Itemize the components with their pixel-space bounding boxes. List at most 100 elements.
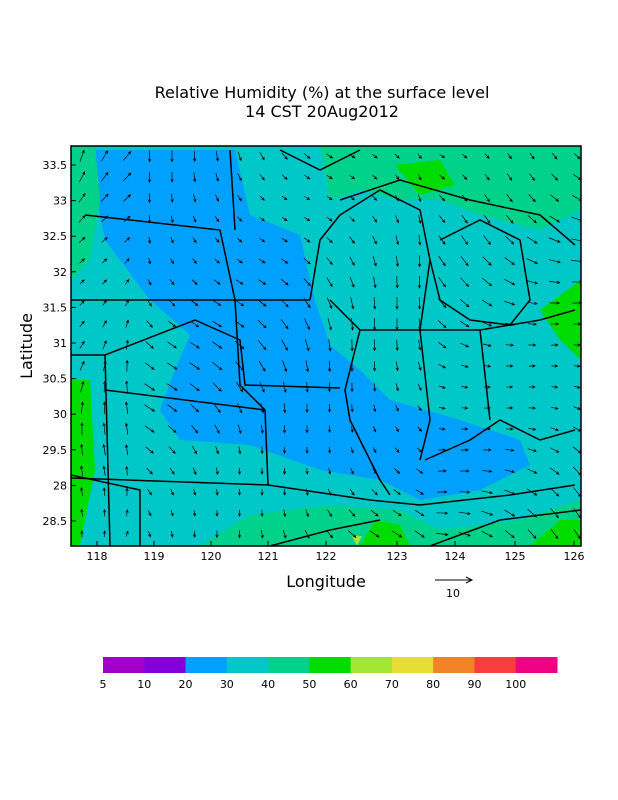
wind-arrow bbox=[504, 469, 516, 474]
wind-arrow bbox=[483, 448, 492, 452]
wind-arrow bbox=[80, 443, 84, 456]
wind-arrow bbox=[101, 150, 108, 162]
wind-arrow bbox=[214, 258, 221, 264]
wind-arrow bbox=[215, 509, 219, 517]
wind-arrow bbox=[215, 150, 220, 162]
wind-arrow bbox=[461, 427, 469, 431]
wind-arrow bbox=[395, 339, 399, 352]
wind-arrow bbox=[506, 364, 514, 368]
wind-arrow bbox=[260, 530, 264, 539]
wind-arrow bbox=[237, 173, 242, 182]
wind-arrow bbox=[146, 467, 153, 475]
wind-arrow bbox=[573, 343, 581, 347]
wind-arrow bbox=[170, 193, 174, 203]
wind-arrow bbox=[235, 279, 244, 285]
wind-arrow bbox=[394, 194, 400, 202]
wind-arrow bbox=[349, 216, 355, 223]
wind-arrow bbox=[373, 382, 377, 392]
wind-arrow bbox=[349, 236, 355, 244]
wind-arrow bbox=[80, 422, 84, 435]
wind-arrow bbox=[190, 300, 199, 307]
wind-arrow bbox=[259, 151, 265, 161]
wind-arrow bbox=[102, 487, 106, 497]
wind-arrow bbox=[395, 215, 400, 224]
wind-arrow bbox=[125, 444, 129, 456]
wind-arrow bbox=[417, 255, 422, 268]
wind-arrow bbox=[282, 446, 287, 455]
y-tick-label: 28.5 bbox=[43, 515, 68, 528]
wind-arrow bbox=[527, 508, 538, 518]
y-tick-label: 33.5 bbox=[43, 159, 68, 172]
wind-arrow bbox=[327, 509, 332, 518]
wind-arrow bbox=[551, 406, 559, 410]
wind-arrow bbox=[260, 446, 264, 455]
wind-arrow bbox=[550, 447, 560, 453]
wind-arrow bbox=[102, 508, 107, 517]
wind-arrow bbox=[257, 299, 267, 307]
wind-arrow bbox=[101, 258, 108, 264]
wind-arrow bbox=[79, 149, 85, 162]
wind-arrow bbox=[170, 258, 174, 265]
wind-arrow bbox=[350, 382, 354, 393]
wind-arrow bbox=[371, 488, 378, 496]
wind-arrow bbox=[528, 406, 537, 410]
wind-arrow bbox=[102, 320, 107, 328]
field-yellowgreen bbox=[352, 536, 362, 546]
wind-arrow bbox=[235, 361, 245, 372]
wind-arrow bbox=[145, 341, 154, 349]
wind-arrow bbox=[438, 406, 446, 410]
wind-arrow bbox=[550, 487, 560, 497]
colorbar-swatch bbox=[391, 657, 434, 673]
wind-arrow bbox=[260, 424, 264, 434]
wind-arrow bbox=[214, 424, 220, 434]
wind-arrow bbox=[282, 488, 287, 496]
x-tick-label: 118 bbox=[87, 550, 108, 563]
wind-arrow bbox=[167, 404, 178, 412]
wind-arrow bbox=[551, 385, 559, 389]
wind-arrow bbox=[460, 448, 469, 452]
wind-arrow bbox=[303, 298, 311, 309]
wind-arrow bbox=[505, 448, 515, 452]
wind-arrow bbox=[212, 320, 223, 328]
wind-arrow bbox=[549, 215, 561, 223]
wind-arrow bbox=[326, 257, 333, 266]
wind-arrow bbox=[144, 425, 155, 433]
wind-arrow bbox=[257, 319, 267, 329]
wind-vectors bbox=[78, 149, 581, 540]
wind-arrow bbox=[122, 150, 132, 161]
wind-arrow bbox=[167, 425, 177, 434]
wind-arrow bbox=[215, 530, 219, 539]
wind-arrow bbox=[529, 152, 535, 160]
wind-arrow bbox=[461, 406, 469, 410]
wind-arrow bbox=[372, 195, 378, 201]
wind-arrow bbox=[370, 509, 379, 517]
field-green bbox=[71, 380, 95, 546]
wind-arrow bbox=[237, 530, 242, 539]
wind-arrow bbox=[213, 403, 221, 413]
wind-arrow bbox=[372, 447, 377, 454]
wind-arrow bbox=[78, 171, 86, 183]
wind-arrow bbox=[144, 383, 156, 391]
wind-arrow bbox=[481, 530, 494, 538]
wind-arrow bbox=[192, 215, 197, 223]
wind-arrow bbox=[259, 173, 265, 181]
wind-arrow bbox=[281, 174, 288, 180]
wind-arrow bbox=[170, 172, 174, 183]
wind-arrow bbox=[304, 196, 311, 201]
wind-arrow bbox=[305, 446, 309, 454]
wind-arrow bbox=[347, 530, 357, 538]
wind-arrow bbox=[282, 467, 287, 475]
wind-arrow bbox=[169, 299, 176, 307]
wind-arrow bbox=[505, 235, 515, 245]
colorbar-label: 80 bbox=[426, 678, 440, 691]
wind-arrow bbox=[192, 237, 197, 244]
wind-arrow bbox=[395, 404, 399, 412]
wind-arrow bbox=[235, 300, 245, 307]
wind-arrow bbox=[259, 195, 265, 201]
wind-arrow bbox=[439, 174, 446, 180]
wind-arrow bbox=[460, 342, 470, 348]
wind-arrow bbox=[326, 237, 333, 244]
colorbar-label: 20 bbox=[179, 678, 193, 691]
wind-arrow bbox=[417, 383, 422, 391]
